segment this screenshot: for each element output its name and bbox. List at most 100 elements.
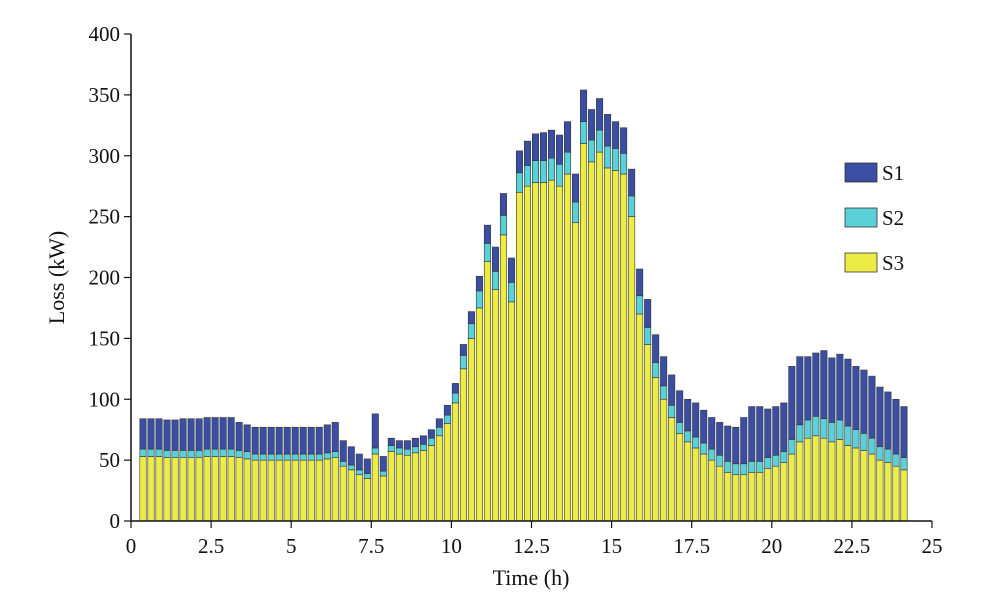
bar-s2-85 [820,418,828,439]
y-tick-label: 350 [89,83,121,107]
bar-s2-13 [243,451,251,460]
bar-s2-26 [347,464,355,471]
bar-s1-91 [868,375,876,439]
bar-s3-63 [644,344,652,522]
bar-s1-59 [612,121,620,149]
bar-s1-43 [483,224,491,244]
x-tick-label: 20 [761,534,782,558]
bar-s1-95 [900,406,908,458]
bar-s1-92 [876,386,884,448]
bar-s3-37 [435,435,443,522]
bar-s2-68 [684,430,692,443]
bar-s2-46 [507,282,515,303]
bar-s1-50 [540,132,548,161]
bar-s3-81 [788,453,796,522]
bar-s2-19 [291,453,299,461]
bar-s1-36 [427,429,435,439]
bar-s3-75 [740,474,748,522]
bar-s1-78 [764,408,772,458]
bar-s3-6 [187,457,195,522]
bar-s3-2 [155,456,163,522]
x-tick-label: 25 [922,534,943,558]
bar-s2-0 [139,448,147,457]
bar-s3-94 [892,465,900,522]
bar-s1-67 [676,390,684,423]
bar-s2-51 [548,157,556,181]
legend-label-s1: S1 [882,161,904,185]
bar-s1-64 [652,334,660,364]
bar-s1-70 [700,409,708,444]
bar-s1-41 [467,311,475,325]
bar-s2-6 [187,450,195,458]
bar-s3-51 [548,179,556,522]
bar-s3-5 [179,457,187,522]
bar-s3-82 [796,441,804,522]
bar-s1-9 [211,417,219,450]
bar-s3-95 [900,469,908,522]
bar-s3-85 [820,437,828,522]
bar-s2-24 [331,451,339,458]
bar-s3-68 [684,441,692,522]
bar-s2-16 [267,453,275,461]
x-tick-label: 10 [441,534,462,558]
bar-s3-18 [283,459,291,522]
bar-s1-55 [580,89,588,122]
bar-s3-42 [475,307,483,522]
bar-s1-28 [363,458,371,474]
bar-s3-45 [499,234,507,522]
bar-s1-4 [171,419,179,451]
bar-s2-92 [876,446,884,461]
bar-s1-52 [556,134,564,165]
bar-s3-67 [676,433,684,522]
legend-label-s2: S2 [882,206,904,230]
bar-s2-78 [764,457,772,469]
bar-s1-71 [708,417,716,450]
bar-s3-59 [612,170,620,522]
bar-s1-31 [387,437,395,446]
bar-s2-82 [796,424,804,443]
bar-s3-62 [636,313,644,522]
bar-s2-35 [419,443,427,451]
bar-s1-60 [620,127,628,154]
bar-s3-74 [732,474,740,522]
bar-s3-48 [523,185,531,522]
bar-s1-13 [243,424,251,452]
bar-s3-71 [708,459,716,522]
bar-s1-22 [315,426,323,455]
bar-s3-22 [315,459,323,522]
bar-s1-80 [780,402,788,452]
bar-s1-94 [892,398,900,455]
ticks-layer: 0 2.5 5 7.5 10 12.5 15 17.5 20 22.5 25050100150200… [89,22,943,558]
bar-s3-4 [171,457,179,522]
bar-s2-73 [724,461,732,473]
bar-s1-86 [828,357,836,423]
bar-s1-69 [692,402,700,438]
bar-s2-61 [628,195,636,217]
bar-s3-35 [419,450,427,522]
bar-s1-37 [435,418,443,428]
bar-s1-12 [235,422,243,451]
bar-s2-32 [395,447,403,455]
axes-layer [130,34,932,522]
bar-s2-23 [323,452,331,460]
bar-s3-7 [195,457,203,522]
bar-s2-84 [812,415,820,437]
bar-s2-66 [668,405,676,418]
bar-s3-69 [692,447,700,522]
bar-s3-47 [515,191,523,522]
bar-s3-49 [531,182,540,522]
bar-s3-61 [628,216,636,522]
bar-s2-93 [884,448,892,463]
bar-s2-31 [387,445,395,452]
bar-s2-22 [315,453,323,461]
y-tick-label: 300 [89,144,121,168]
legend-swatch-s3 [844,252,878,273]
bar-s3-64 [652,377,660,522]
bar-s2-88 [844,425,852,446]
bar-s1-72 [716,422,724,456]
bar-s2-43 [483,243,491,262]
bar-s2-83 [804,419,812,439]
bar-s1-47 [515,150,523,174]
bar-s2-75 [740,463,748,476]
